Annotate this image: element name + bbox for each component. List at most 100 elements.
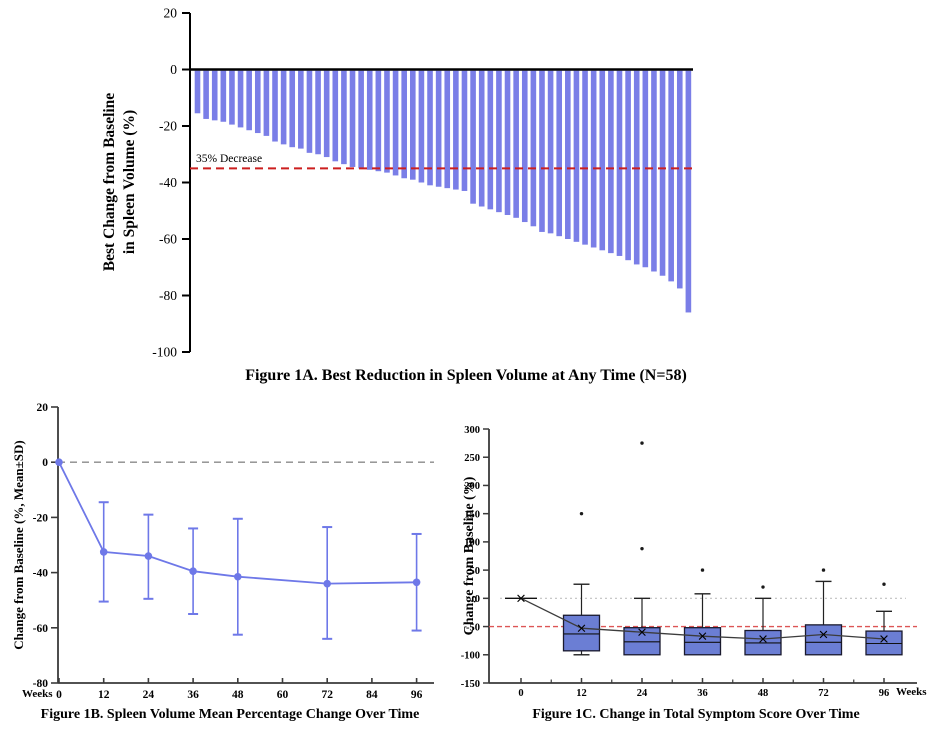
fig1c-box-plot: 300 250 200 150 100 50 0 -50 -100 -150 0 12 24 36 48 72… — [461, 425, 917, 699]
tick-label: -60 — [159, 232, 177, 247]
tick-label: -80 — [33, 678, 49, 690]
outlier-point — [579, 511, 584, 516]
outlier-point — [821, 568, 826, 572]
bar — [590, 70, 597, 248]
fig1c-mean-markers — [517, 594, 888, 643]
tick-label: 36 — [697, 688, 708, 699]
tick-label: -40 — [159, 175, 177, 190]
tick-label: 24 — [143, 689, 155, 701]
bar — [599, 70, 606, 251]
bar — [401, 70, 407, 179]
fig1b-error-bars — [98, 501, 422, 640]
tick-label: -100 — [152, 345, 177, 360]
bar — [366, 70, 373, 170]
fig1a-waterfall-chart: 20 0 -20 -40 -60 -80 -100 — [152, 6, 693, 360]
bar — [211, 70, 218, 121]
data-point — [189, 567, 197, 576]
outlier-point — [761, 585, 765, 589]
bar — [659, 70, 666, 276]
outlier-point — [882, 582, 886, 586]
fig1b-y-axis-title: Change from Baseline (%, Mean±SD) — [11, 440, 26, 650]
fig1c-outliers — [579, 441, 886, 589]
tick-label: 24 — [637, 688, 648, 699]
bar — [616, 70, 623, 256]
bar — [349, 70, 356, 167]
fig1c-x-axis-title: Weeks — [896, 686, 927, 698]
bar — [306, 70, 313, 153]
fig1b-caption: Figure 1B. Spleen Volume Mean Percentage… — [40, 707, 420, 722]
data-point — [234, 572, 242, 581]
tick-label: 0 — [42, 457, 48, 469]
bar — [608, 70, 614, 254]
fig1a-reference-line-label: 35% Decrease — [196, 153, 263, 165]
box — [562, 614, 601, 652]
fig1c-whiskers — [573, 580, 892, 656]
bar — [651, 70, 657, 272]
tick-label: 0 — [475, 594, 480, 605]
bar — [521, 70, 528, 223]
bar — [487, 70, 494, 210]
bar — [392, 70, 399, 176]
bar — [504, 70, 511, 215]
data-point — [144, 552, 153, 560]
bar — [246, 70, 252, 131]
tick-label: -50 — [466, 622, 480, 633]
bar — [444, 70, 451, 189]
bar — [453, 70, 459, 190]
bar — [298, 70, 304, 149]
bar — [384, 70, 390, 173]
tick-label: 36 — [187, 689, 199, 701]
tick-label: 96 — [411, 689, 423, 701]
tick-label: 0 — [56, 689, 62, 701]
bar — [556, 70, 563, 237]
bar — [435, 70, 442, 187]
bar — [254, 70, 261, 134]
bar — [203, 70, 209, 119]
bar — [461, 70, 468, 191]
bar — [315, 70, 321, 155]
bar — [530, 70, 537, 227]
fig1c-y-axis-title: Change from Baseline (%) — [462, 476, 477, 636]
fig1a-bars — [194, 70, 692, 313]
fig1b-axes: 20 0 -20 -40 -60 -80 0 12 24 36 48 60 72 84 96 — [33, 402, 434, 701]
bar — [358, 70, 364, 169]
tick-label: 0 — [518, 688, 523, 699]
tick-label: -80 — [159, 288, 177, 303]
fig1c-axes: 300 250 200 150 100 50 0 -50 -100 -150 0 12 24 36 48 72… — [461, 425, 917, 699]
bar — [582, 70, 588, 245]
tick-label: 200 — [464, 481, 480, 492]
bar — [513, 70, 519, 218]
bar — [194, 70, 201, 114]
tick-label: 150 — [464, 509, 480, 520]
tick-label: 84 — [366, 689, 378, 701]
bar — [418, 70, 425, 183]
bar — [427, 70, 433, 186]
bar — [625, 70, 631, 261]
box — [804, 624, 843, 656]
fig1b-x-axis-title: Weeks — [22, 688, 53, 700]
tick-label: 20 — [164, 6, 178, 21]
bar — [280, 70, 287, 145]
tick-label: 250 — [464, 453, 480, 464]
outlier-point — [640, 441, 644, 445]
fig1a-y-axis: 20 0 -20 -40 -60 -80 -100 — [152, 6, 191, 360]
bar — [323, 70, 330, 158]
tick-label: 50 — [470, 566, 481, 577]
tick-label: 100 — [464, 538, 480, 549]
tick-label: 72 — [818, 688, 829, 699]
bar — [539, 70, 545, 232]
fig1a-y-axis-title-line2: in Spleen Volume (%) — [121, 109, 139, 255]
fig1b-markers — [55, 458, 421, 588]
tick-label: 48 — [758, 688, 769, 699]
bar — [272, 70, 278, 142]
bar — [220, 70, 227, 122]
tick-label: 96 — [879, 688, 890, 699]
tick-label: -60 — [33, 623, 49, 635]
bar — [229, 70, 235, 125]
data-point — [323, 579, 332, 588]
tick-label: 12 — [98, 689, 110, 701]
bar — [573, 70, 580, 242]
box — [865, 630, 903, 656]
tick-label: 48 — [232, 689, 244, 701]
